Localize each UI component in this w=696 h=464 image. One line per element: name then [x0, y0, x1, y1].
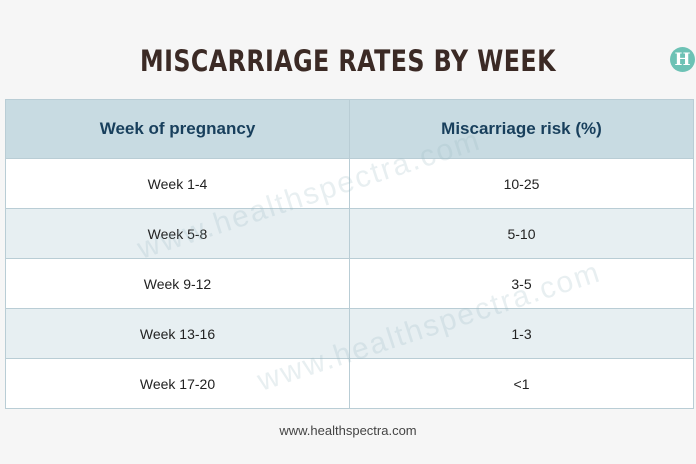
brand-logo-icon: H [670, 47, 695, 72]
table-row: Week 5-8 5-10 [5, 208, 694, 259]
table-header-row: Week of pregnancy Miscarriage risk (%) [5, 99, 694, 159]
risk-cell: 10-25 [349, 158, 694, 209]
risk-cell: 3-5 [349, 258, 694, 309]
column-header-week: Week of pregnancy [5, 99, 350, 159]
page-title: MISCARRIAGE RATES BY WEEK [140, 44, 556, 78]
risk-cell: <1 [349, 358, 694, 409]
week-cell: Week 9-12 [5, 258, 350, 309]
table-row: Week 17-20 <1 [5, 358, 694, 409]
table-row: Week 9-12 3-5 [5, 258, 694, 309]
risk-cell: 5-10 [349, 208, 694, 259]
week-cell: Week 5-8 [5, 208, 350, 259]
week-cell: Week 1-4 [5, 158, 350, 209]
footer-url: www.healthspectra.com [279, 423, 417, 438]
column-header-risk: Miscarriage risk (%) [349, 99, 694, 159]
miscarriage-rates-table: Week of pregnancy Miscarriage risk (%) W… [5, 99, 694, 409]
risk-cell: 1-3 [349, 308, 694, 359]
week-cell: Week 13-16 [5, 308, 350, 359]
table-row: Week 1-4 10-25 [5, 158, 694, 209]
table-row: Week 13-16 1-3 [5, 308, 694, 359]
week-cell: Week 17-20 [5, 358, 350, 409]
